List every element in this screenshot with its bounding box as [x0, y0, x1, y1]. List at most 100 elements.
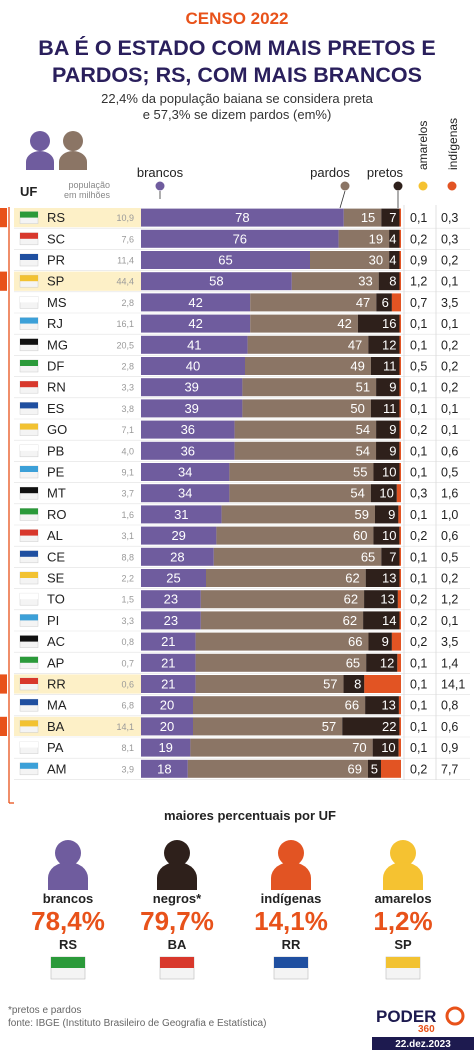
label-pardos: 54 [350, 486, 364, 501]
label-pardos: 55 [353, 465, 367, 480]
label-indigenas: 0,2 [441, 381, 458, 395]
summary-person-head [390, 840, 416, 866]
summary-uf: RS [59, 937, 77, 952]
label-pretos: 6 [382, 295, 389, 310]
label-pardos: 50 [350, 401, 364, 416]
label-brancos: 34 [178, 465, 192, 480]
row-highlight [14, 271, 141, 291]
uf-label: GO [47, 422, 67, 437]
label-pardos: 66 [345, 698, 359, 713]
bar-pretos [368, 632, 392, 651]
flag-ac-band [20, 635, 38, 642]
bar-pardos [242, 399, 371, 418]
summary-value: 1,2% [373, 906, 432, 936]
summary-value: 14,1% [254, 906, 328, 936]
bar-pretos [368, 335, 400, 354]
label-amarelos: 0,2 [410, 232, 427, 246]
bar-brancos [141, 463, 230, 481]
flag-ro-band [20, 508, 38, 515]
summary-label: indígenas [261, 891, 322, 906]
label-amarelos: 0,1 [410, 466, 427, 480]
bar-pardos [213, 547, 382, 566]
bar-indigenas [399, 208, 401, 227]
label-indigenas: 1,6 [441, 487, 458, 501]
flag-ce-band [20, 550, 38, 557]
bar-indigenas [397, 590, 401, 609]
label-amarelos: 0,2 [410, 423, 427, 437]
bar-pretos [373, 526, 400, 545]
label-pardos: 33 [358, 274, 372, 289]
label-pretos: 8 [389, 274, 396, 289]
flag-df-band [20, 360, 38, 366]
summary-uf: RR [282, 937, 301, 952]
summary-person-head [278, 840, 304, 866]
label-indigenas: 0,5 [441, 550, 458, 564]
bar-pardos [195, 675, 344, 693]
label-brancos: 40 [186, 359, 200, 374]
label-pardos: 57 [322, 719, 336, 734]
bar-brancos [141, 314, 251, 333]
summary-person-head [164, 840, 190, 866]
bar-brancos [141, 611, 201, 630]
uf-label: CE [47, 549, 65, 564]
bar-pardos [221, 505, 375, 524]
summary-title: maiores percentuais por UF [164, 808, 336, 823]
label-pardos: 54 [356, 443, 370, 458]
population-value: 0,7 [121, 658, 134, 668]
summary-person-body [383, 862, 423, 890]
bar-indigenas [398, 738, 401, 757]
population-value: 4,0 [121, 446, 134, 456]
date-label: 22.dez.2023 [395, 1039, 451, 1050]
label-brancos: 39 [184, 380, 198, 395]
bar-pretos [365, 569, 400, 587]
flag-rr-band [20, 678, 38, 684]
label-brancos: 29 [171, 528, 185, 543]
bar-pardos [193, 717, 343, 736]
label-brancos: 18 [157, 761, 171, 776]
label-indigenas: 0,1 [441, 423, 458, 437]
bar-indigenas [399, 357, 401, 375]
bar-brancos [141, 505, 222, 524]
label-pretos: 13 [380, 592, 394, 607]
label-amarelos: 1,2 [410, 275, 427, 289]
bar-indigenas [399, 251, 401, 269]
label-pretos: 10 [382, 528, 396, 543]
bar-brancos [141, 357, 245, 375]
label-pardos: 65 [361, 549, 375, 564]
label-indigenas: 14,1 [441, 678, 465, 692]
label-pardos: 57 [323, 677, 337, 692]
footnote: *pretos e pardos [8, 1005, 82, 1016]
label-indigenas: 0,8 [441, 699, 458, 713]
bar-brancos [141, 675, 196, 693]
source-note: fonte: IBGE (Instituto Brasileiro de Geo… [8, 1018, 267, 1029]
row-highlight-marker [0, 716, 7, 736]
bar-brancos [141, 335, 248, 354]
bar-pretos [378, 272, 400, 291]
label-indigenas: 0,3 [441, 211, 458, 225]
bar-indigenas [399, 314, 401, 333]
bar-indigenas [399, 441, 401, 460]
label-amarelos: 0,1 [410, 699, 427, 713]
bar-pardos [242, 378, 377, 397]
population-value: 8,8 [121, 552, 134, 562]
bar-indigenas [399, 717, 401, 736]
bar-pardos [195, 632, 369, 651]
label-pretos: 9 [382, 634, 389, 649]
summary-label: brancos [43, 891, 94, 906]
label-brancos: 21 [161, 677, 175, 692]
label-amarelos: 0,9 [410, 254, 427, 268]
label-amarelos: 0,1 [410, 656, 427, 670]
label-brancos: 42 [188, 316, 202, 331]
population-value: 3,7 [121, 489, 134, 499]
bar-indigenas [364, 675, 401, 693]
uf-label: PI [47, 613, 59, 628]
label-amarelos: 0,1 [410, 381, 427, 395]
label-pretos: 9 [389, 422, 396, 437]
date-box [372, 1037, 474, 1050]
population-value: 1,5 [121, 595, 134, 605]
bar-indigenas [398, 505, 401, 524]
bar-pardos [250, 314, 358, 333]
bar-brancos [141, 590, 201, 609]
label-brancos: 39 [184, 401, 198, 416]
